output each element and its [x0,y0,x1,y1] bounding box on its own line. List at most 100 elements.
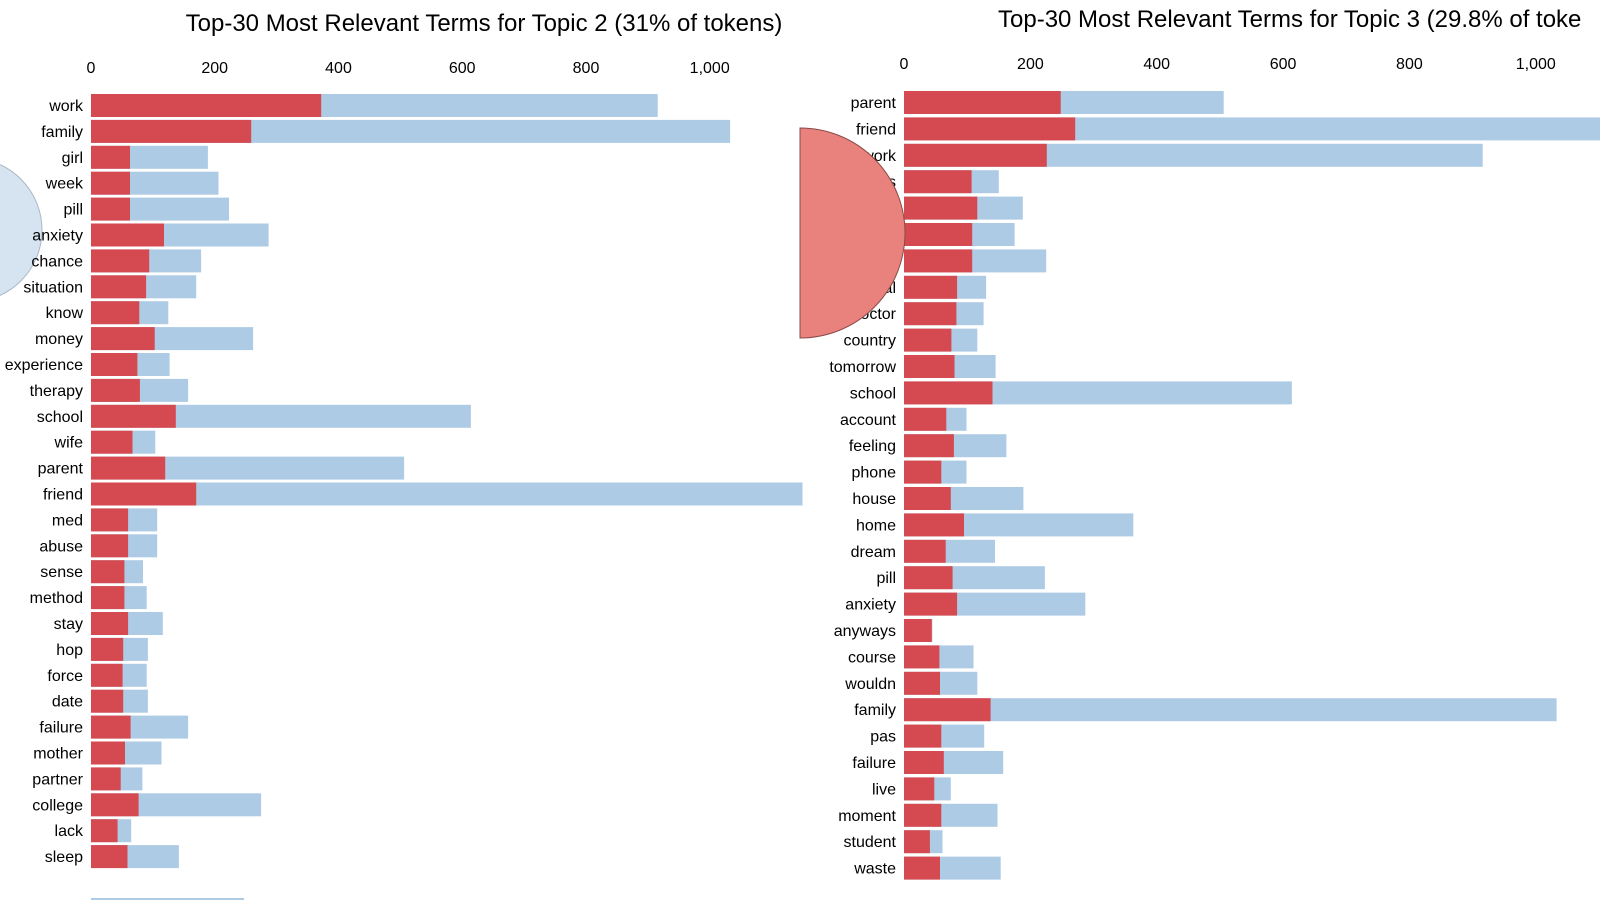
term-label[interactable]: method [30,590,83,607]
topic-frequency-bar[interactable] [91,301,140,325]
term-label[interactable]: money [35,331,83,348]
topic-frequency-bar[interactable] [91,197,130,221]
term-label[interactable]: friend [43,487,83,504]
term-label[interactable]: school [37,409,83,426]
topic-frequency-bar[interactable] [904,223,973,246]
term-label[interactable]: house [852,491,896,508]
term-label[interactable]: failure [852,755,896,772]
topic-frequency-bar[interactable] [904,434,954,458]
topic-frequency-bar[interactable] [904,619,932,642]
topic-frequency-bar[interactable] [91,94,322,117]
term-label[interactable]: lack [55,823,84,840]
term-label[interactable]: college [32,797,83,814]
topic-frequency-bar[interactable] [904,724,942,748]
term-label[interactable]: dream [851,544,896,561]
term-label[interactable]: anxiety [845,597,896,614]
topic-frequency-bar[interactable] [904,566,953,590]
term-label[interactable]: friend [856,121,896,138]
term-label[interactable]: feeling [849,438,896,455]
topic-frequency-bar[interactable] [904,751,944,774]
topic-frequency-bar[interactable] [91,715,131,739]
topic-frequency-bar[interactable] [91,663,123,687]
overall-frequency-bar[interactable] [91,404,471,428]
term-label[interactable]: school [850,385,896,402]
topic-frequency-bar[interactable] [91,845,128,869]
topic-frequency-bar[interactable] [904,803,942,827]
topic-frequency-bar[interactable] [91,637,124,661]
topic-frequency-bar[interactable] [904,302,957,326]
term-label[interactable]: wife [54,435,84,452]
term-label[interactable]: wouldn [844,676,896,693]
topic-frequency-bar[interactable] [91,586,125,610]
topic-frequency-bar[interactable] [91,767,121,791]
topic-frequency-bar[interactable] [91,119,252,143]
term-label[interactable]: tomorrow [829,359,896,376]
topic-frequency-bar[interactable] [904,117,1076,141]
term-label[interactable]: hop [56,642,83,659]
topic-circle-red[interactable] [799,127,906,339]
topic-frequency-bar[interactable] [904,460,942,484]
term-label[interactable]: home [856,517,896,534]
topic-frequency-bar[interactable] [904,513,964,537]
topic-frequency-bar[interactable] [91,404,176,428]
term-label[interactable]: family [41,124,83,141]
term-label[interactable]: mother [33,746,83,763]
term-label[interactable]: country [844,333,896,350]
topic-frequency-bar[interactable] [91,793,139,817]
term-label[interactable]: know [46,305,84,322]
term-label[interactable]: sleep [45,849,83,866]
term-label[interactable]: stay [54,616,83,633]
topic-frequency-bar[interactable] [91,689,124,713]
topic-frequency-bar[interactable] [904,249,973,273]
topic-frequency-bar[interactable] [904,856,940,880]
topic-frequency-bar[interactable] [91,353,138,376]
topic-frequency-bar[interactable] [91,430,133,454]
term-label[interactable]: anxiety [32,228,83,245]
topic-frequency-bar[interactable] [904,539,946,563]
term-label[interactable]: experience [5,357,83,374]
term-label[interactable]: force [47,668,83,685]
topic-frequency-bar[interactable] [904,355,955,378]
topic-frequency-bar[interactable] [91,560,125,584]
overall-frequency-bar[interactable] [91,456,405,480]
topic-frequency-bar[interactable] [91,145,130,169]
term-label[interactable]: girl [62,150,83,167]
topic-frequency-bar[interactable] [904,170,972,194]
topic-frequency-bar[interactable] [91,819,118,843]
term-label[interactable]: course [848,649,896,666]
term-label[interactable]: situation [23,279,83,296]
term-label[interactable]: student [844,834,897,851]
topic-frequency-bar[interactable] [91,249,150,273]
topic-frequency-bar[interactable] [904,487,951,510]
topic-frequency-bar[interactable] [91,741,125,765]
topic-frequency-bar[interactable] [91,275,147,299]
topic-frequency-bar[interactable] [904,671,940,695]
topic-frequency-bar[interactable] [91,482,197,506]
term-label[interactable]: parent [851,95,897,112]
term-label[interactable]: parent [38,461,84,478]
term-label[interactable]: week [45,176,84,193]
topic-frequency-bar[interactable] [904,592,958,616]
topic-frequency-bar[interactable] [91,327,155,351]
topic-circle-blue[interactable] [0,158,43,302]
topic-frequency-bar[interactable] [904,91,1061,114]
term-label[interactable]: family [854,702,896,719]
topic-frequency-bar[interactable] [904,275,958,299]
topic-frequency-bar[interactable] [91,508,129,532]
term-label[interactable]: chance [31,253,83,270]
topic-frequency-bar[interactable] [904,143,1047,167]
topic-frequency-bar[interactable] [904,196,978,220]
topic-frequency-bar[interactable] [904,830,930,854]
topic-frequency-bar[interactable] [904,645,940,669]
term-label[interactable]: waste [853,861,896,878]
term-label[interactable]: live [872,781,896,798]
term-label[interactable]: moment [838,808,896,825]
topic-frequency-bar[interactable] [91,378,140,402]
topic-frequency-bar[interactable] [904,777,935,801]
term-label[interactable]: work [48,98,84,115]
term-label[interactable]: med [52,512,83,529]
term-label[interactable]: failure [39,720,83,737]
topic-frequency-bar[interactable] [91,534,129,558]
term-label[interactable]: partner [32,771,83,788]
overall-frequency-bar[interactable] [904,381,1292,405]
